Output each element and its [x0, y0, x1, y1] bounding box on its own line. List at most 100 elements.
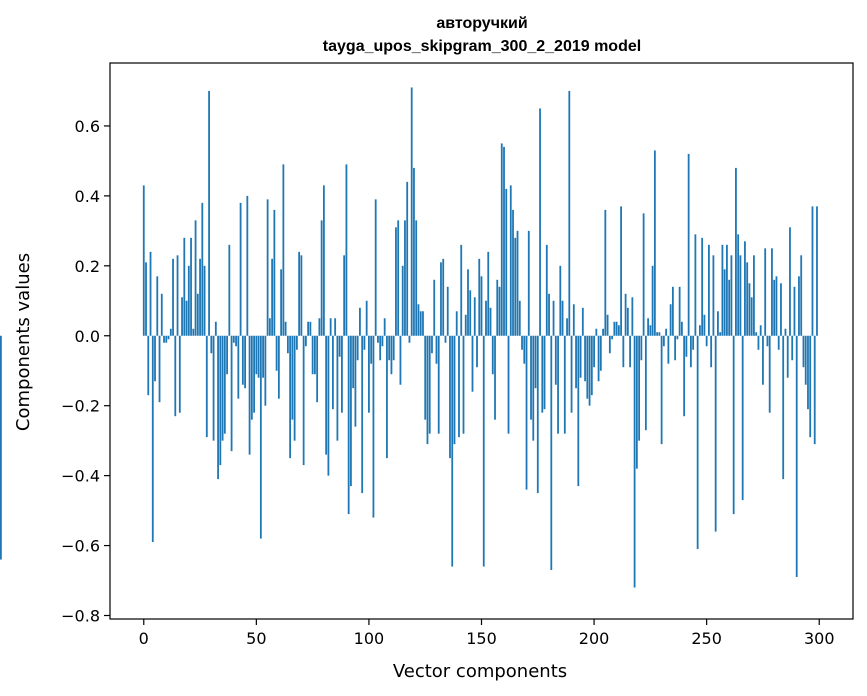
bar [782, 335, 785, 480]
bar [489, 307, 492, 336]
bar [726, 244, 728, 336]
y-tick-label: −0.4 [61, 467, 100, 486]
bar [680, 321, 683, 336]
bar [341, 335, 343, 413]
bar [298, 251, 301, 336]
bar [149, 251, 152, 336]
y-axis-ticks: −0.8 −0.6 −0.4 −0.2 0.0 0.2 0.4 0.6 [61, 117, 110, 626]
bar [626, 307, 629, 336]
bar [780, 283, 782, 336]
bar [543, 335, 546, 410]
bar [795, 335, 798, 578]
bar [635, 335, 638, 469]
bar [241, 335, 244, 385]
bar [775, 276, 778, 336]
bar [165, 335, 168, 343]
bar [268, 318, 271, 336]
bar [397, 220, 400, 336]
bar [662, 335, 665, 347]
bar [604, 209, 607, 336]
bar [572, 304, 575, 336]
bar [746, 262, 749, 336]
bar [694, 234, 697, 336]
bar [629, 335, 631, 368]
bar [205, 335, 208, 438]
x-axis-ticks: 0 50 100 150 200 250 300 [139, 619, 835, 648]
bar [505, 188, 508, 336]
bar [471, 335, 474, 392]
bar [721, 244, 724, 336]
x-tick-label: 50 [246, 629, 266, 648]
bar [295, 335, 298, 350]
bar [284, 321, 287, 336]
bar [221, 335, 224, 441]
bar [208, 90, 210, 336]
bar [624, 293, 627, 336]
bar [552, 300, 555, 336]
bar [410, 87, 413, 336]
bar [255, 335, 258, 375]
bar [453, 335, 456, 445]
bar [617, 325, 620, 336]
bar [426, 335, 429, 445]
bar [638, 335, 641, 441]
bar [579, 335, 582, 378]
bar [223, 335, 226, 434]
y-tick-label: −0.2 [61, 397, 100, 416]
bar [365, 300, 368, 336]
bar [151, 335, 154, 543]
bar [408, 335, 411, 343]
bar [683, 335, 686, 417]
bar [809, 335, 812, 438]
bar [773, 279, 776, 336]
bar [237, 335, 240, 399]
bar [615, 321, 618, 336]
bar [413, 167, 415, 336]
bar [336, 335, 339, 441]
bar [169, 328, 172, 336]
bar [158, 335, 161, 403]
bar [800, 255, 803, 336]
bar [476, 335, 478, 368]
bar [714, 335, 717, 532]
bar [509, 185, 512, 336]
bar [588, 335, 591, 406]
bar [557, 335, 559, 434]
bar [771, 248, 773, 336]
bar [183, 237, 186, 336]
bar [174, 335, 177, 417]
bar [658, 332, 661, 336]
bar [523, 335, 526, 364]
bar [563, 335, 566, 434]
bar [473, 297, 476, 336]
bar [399, 335, 402, 385]
bar [404, 220, 406, 336]
bar [437, 335, 440, 434]
bar [525, 335, 528, 490]
bar [532, 335, 535, 441]
bar [219, 335, 222, 466]
bar [739, 255, 742, 336]
bar [766, 335, 769, 347]
bar [172, 258, 174, 336]
bar [685, 335, 688, 357]
bar [669, 304, 672, 336]
bar [678, 286, 681, 336]
bar [748, 283, 751, 336]
bar [559, 265, 562, 336]
bar [235, 335, 237, 347]
bar [307, 321, 310, 336]
bar [527, 230, 530, 336]
bar [264, 335, 267, 406]
bar [507, 335, 510, 434]
bar [435, 335, 438, 364]
bar [424, 335, 427, 420]
bar [318, 318, 321, 336]
bar [388, 335, 391, 361]
bar [599, 335, 602, 371]
bar [723, 269, 726, 336]
bar [325, 335, 328, 455]
bar [606, 314, 609, 336]
bar [656, 332, 659, 336]
bar [374, 199, 377, 336]
